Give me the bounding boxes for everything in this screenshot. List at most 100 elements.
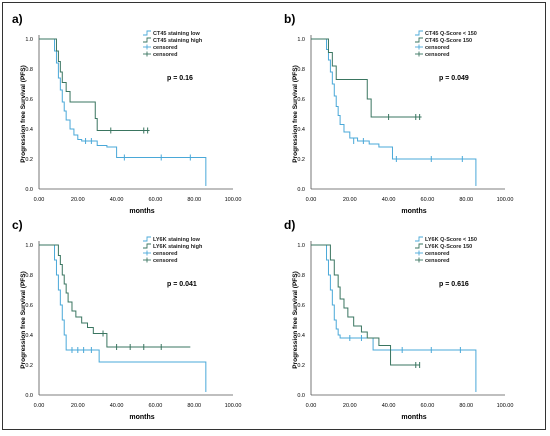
figure-svg: a) 0.00 20.00 40.00 60.00 80.00 100.00 0.0 0.2 0.…	[12, 12, 513, 421]
panel-label: d)	[284, 218, 295, 232]
legend-line	[143, 30, 151, 36]
y-tick-label: 0.2	[25, 363, 33, 369]
legend-label: censored	[425, 52, 449, 58]
legend-label: censored	[153, 258, 177, 264]
y-tick-label: 0.4	[297, 333, 305, 339]
chart-panel-4: d) 0.00 20.00 40.00 60.00 80.00 100.00 0.0 0.2 0.…	[284, 218, 513, 421]
x-axis-label: months	[129, 208, 154, 215]
chart-panel-3: c) 0.00 20.00 40.00 60.00 80.00 100.00 0.0 0.2 0.…	[12, 218, 241, 421]
y-axis-label: Progression free Survival (PFS)	[292, 271, 299, 369]
x-axis-label: months	[129, 414, 154, 421]
series-line-2	[311, 244, 420, 366]
x-tick-label: 0.00	[34, 403, 45, 409]
p-value-annotation: p = 0.041	[167, 281, 197, 288]
y-tick-label: 1.0	[25, 37, 33, 43]
legend-label: LY6K Q-Score 150	[425, 244, 472, 250]
legend-label: LY6K Q-Score < 150	[425, 237, 477, 243]
y-tick-label: 1.0	[25, 243, 33, 249]
panel-label: b)	[284, 12, 295, 26]
legend-line	[143, 236, 151, 242]
legend-label: censored	[153, 52, 177, 58]
legend-line	[143, 37, 151, 43]
x-tick-label: 20.00	[343, 197, 357, 203]
y-tick-label: 0.0	[25, 187, 33, 193]
legend-label: LY6K staining low	[153, 237, 201, 243]
y-tick-label: 0.4	[25, 333, 33, 339]
series-line-1	[39, 38, 207, 186]
series-line-2	[39, 38, 150, 131]
y-tick-label: 0.0	[297, 187, 305, 193]
x-tick-label: 80.00	[459, 403, 473, 409]
x-tick-label: 60.00	[421, 403, 435, 409]
y-axis-label: Progression free Survival (PFS)	[20, 65, 27, 163]
y-tick-label: 0.6	[297, 303, 305, 309]
chart-panel-2: b) 0.00 20.00 40.00 60.00 80.00 100.00 0.0 0.2 0.…	[284, 12, 513, 215]
x-tick-label: 20.00	[71, 403, 85, 409]
legend-label: LY6K staining high	[153, 244, 203, 250]
legend-label: censored	[425, 251, 449, 257]
p-value-annotation: p = 0.16	[167, 75, 193, 82]
x-tick-label: 40.00	[110, 403, 124, 409]
x-axis-label: months	[401, 414, 426, 421]
y-tick-label: 0.8	[297, 67, 305, 73]
chart-panel-1: a) 0.00 20.00 40.00 60.00 80.00 100.00 0.0 0.2 0.…	[12, 12, 241, 215]
y-tick-label: 0.6	[297, 97, 305, 103]
x-tick-label: 100.00	[497, 403, 514, 409]
y-tick-label: 0.0	[25, 393, 33, 399]
x-tick-label: 100.00	[497, 197, 514, 203]
y-tick-label: 1.0	[297, 243, 305, 249]
x-tick-label: 100.00	[225, 197, 242, 203]
legend-label: CT45 staining high	[153, 38, 203, 44]
p-value-annotation: p = 0.049	[439, 75, 469, 82]
panel-label: a)	[12, 12, 23, 26]
x-tick-label: 40.00	[382, 403, 396, 409]
y-tick-label: 0.2	[25, 157, 33, 163]
x-tick-label: 20.00	[343, 403, 357, 409]
series-line-2	[311, 38, 422, 118]
legend-label: CT45 Q-Score < 150	[425, 31, 477, 37]
legend-label: censored	[153, 45, 177, 51]
legend-line	[415, 30, 423, 36]
x-tick-label: 0.00	[34, 197, 45, 203]
x-tick-label: 0.00	[306, 403, 317, 409]
y-axis-label: Progression free Survival (PFS)	[20, 271, 27, 369]
legend-label: CT45 staining low	[153, 31, 200, 37]
x-tick-label: 80.00	[187, 403, 201, 409]
legend-label: censored	[425, 45, 449, 51]
series-line-1	[311, 38, 477, 186]
x-tick-label: 100.00	[225, 403, 242, 409]
y-tick-label: 0.8	[25, 273, 33, 279]
y-tick-label: 0.8	[297, 273, 305, 279]
panel-label: c)	[12, 218, 23, 232]
legend-line	[415, 243, 423, 249]
x-tick-label: 40.00	[110, 197, 124, 203]
y-tick-label: 0.6	[25, 97, 33, 103]
x-tick-label: 0.00	[306, 197, 317, 203]
series-line-2	[39, 244, 191, 348]
series-line-1	[311, 244, 477, 392]
x-axis-label: months	[401, 208, 426, 215]
x-tick-label: 80.00	[187, 197, 201, 203]
y-axis-label: Progression free Survival (PFS)	[292, 65, 299, 163]
x-tick-label: 60.00	[149, 403, 163, 409]
y-tick-label: 0.2	[297, 363, 305, 369]
legend-label: censored	[153, 251, 177, 257]
x-tick-label: 60.00	[149, 197, 163, 203]
legend-line	[415, 37, 423, 43]
x-tick-label: 40.00	[382, 197, 396, 203]
legend-line	[415, 236, 423, 242]
series-line-1	[39, 244, 207, 392]
y-tick-label: 0.0	[297, 393, 305, 399]
legend-label: CT45 Q-Score 150	[425, 38, 472, 44]
x-tick-label: 20.00	[71, 197, 85, 203]
y-tick-label: 0.2	[297, 157, 305, 163]
y-tick-label: 0.4	[25, 127, 33, 133]
y-tick-label: 0.4	[297, 127, 305, 133]
legend-label: censored	[425, 258, 449, 264]
figure: a) 0.00 20.00 40.00 60.00 80.00 100.00 0.0 0.2 0.…	[2, 2, 546, 430]
p-value-annotation: p = 0.616	[439, 281, 469, 288]
legend-line	[143, 243, 151, 249]
y-tick-label: 0.6	[25, 303, 33, 309]
x-tick-label: 80.00	[459, 197, 473, 203]
x-tick-label: 60.00	[421, 197, 435, 203]
